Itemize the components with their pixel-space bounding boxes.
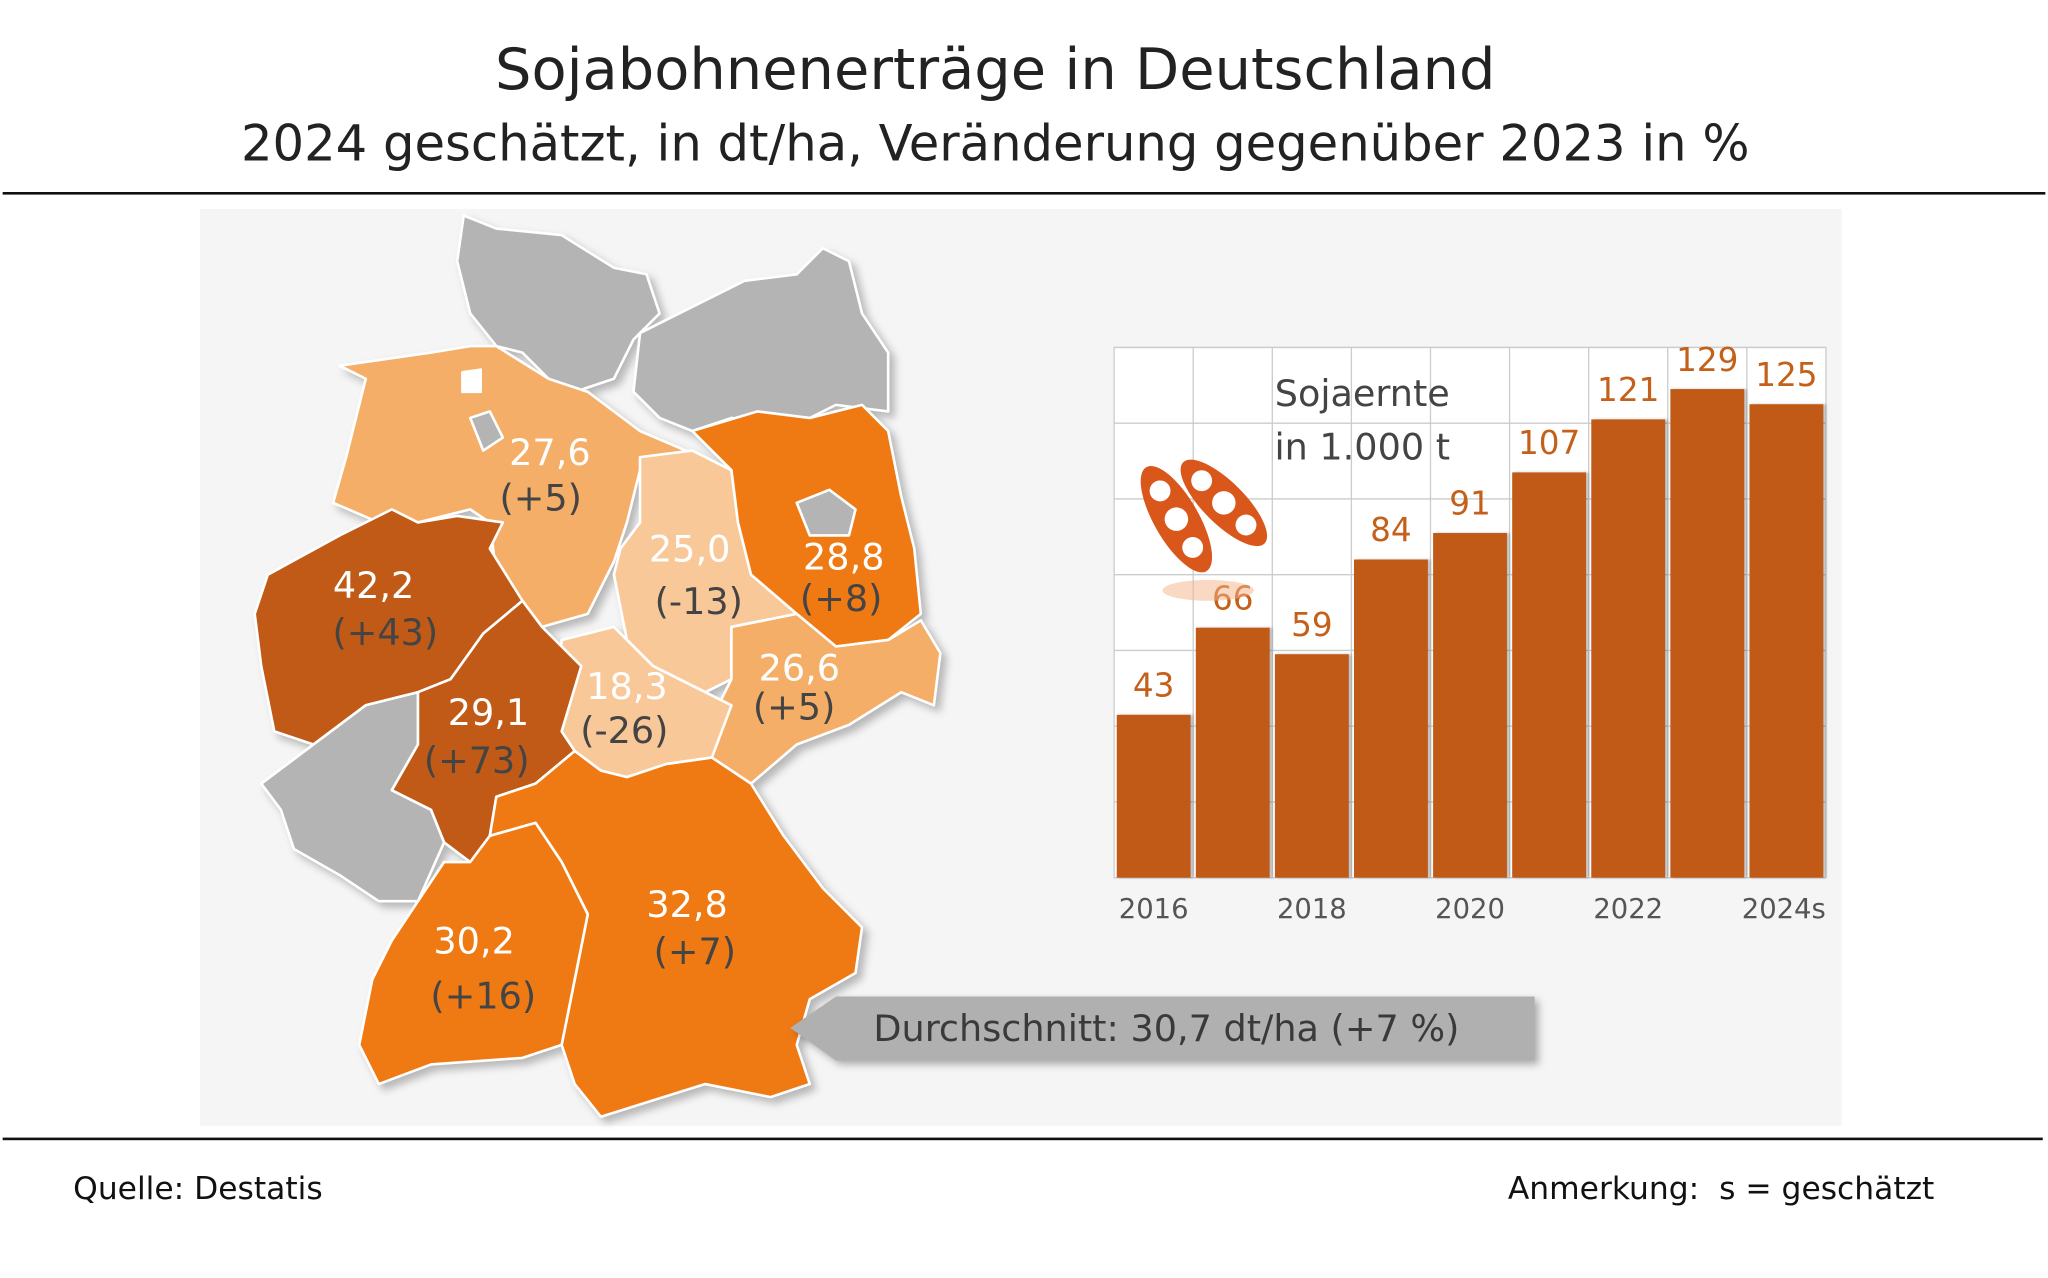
x-tick-label: 2016 (1119, 894, 1189, 925)
region-change-label: (-13) (655, 580, 743, 623)
bar-2017 (1195, 627, 1270, 878)
region-change-label: (+8) (800, 577, 882, 620)
region-niedersachsen (331, 344, 688, 629)
germany-map (253, 214, 942, 1119)
bar-value-label: 84 (1370, 511, 1412, 549)
bar-2023 (1670, 389, 1745, 878)
region-yield-label: 18,3 (586, 665, 667, 708)
region-yield-label: 28,8 (803, 535, 884, 578)
bar-2024s (1749, 404, 1824, 878)
x-tick-label: 2018 (1277, 894, 1347, 925)
bar-2018 (1274, 654, 1349, 878)
region-mecklenburg-vorpommern (632, 246, 890, 433)
bar-value-label: 91 (1449, 485, 1491, 523)
bar-value-label: 121 (1597, 371, 1659, 409)
region-yield-label: 26,6 (759, 646, 840, 689)
region-yield-label: 25,0 (649, 528, 730, 571)
x-tick-label: 2024s (1742, 894, 1826, 925)
bar-chart-unit: in 1.000 t (1274, 426, 1450, 469)
region-hamburg (468, 410, 505, 452)
region-change-label: (-26) (580, 709, 668, 752)
top-divider (2, 191, 2046, 195)
region-schleswig-holstein (455, 214, 661, 394)
bar-value-label: 125 (1755, 356, 1817, 394)
bar-2021 (1512, 472, 1587, 878)
region-yield-label: 29,1 (448, 691, 529, 734)
bar-2019 (1354, 559, 1428, 878)
region-bremen (461, 368, 482, 394)
average-callout-box (790, 996, 1535, 1061)
region-change-label: (+43) (332, 611, 438, 654)
bottom-divider (2, 1137, 2043, 1141)
region-change-label: (+7) (654, 930, 736, 973)
average-label: Durchschnitt: 30,7 dt/ha (+7 %) (873, 1007, 1459, 1050)
region-change-label: (+5) (500, 477, 582, 520)
region-change-label: (+5) (753, 686, 835, 729)
bar-2016 (1116, 714, 1191, 878)
source-note: Quelle: Destatis (73, 1171, 323, 1207)
region-yield-label: 27,6 (509, 431, 590, 474)
x-tick-label: 2020 (1435, 894, 1505, 925)
chart-subtitle: 2024 geschätzt, in dt/ha, Veränderung ge… (241, 115, 1750, 173)
bar-value-label: 59 (1291, 606, 1333, 644)
map-labels: 27,6(+5)25,0(-13)28,8(+8)42,2(+43)29,1(+… (332, 431, 884, 1017)
region-yield-label: 30,2 (433, 919, 514, 962)
region-yield-label: 32,8 (646, 883, 727, 926)
region-change-label: (+16) (430, 974, 536, 1017)
soybean-icon (1140, 459, 1268, 601)
bar-2022 (1591, 419, 1666, 878)
bar-value-label: 129 (1676, 341, 1738, 379)
bar-2020 (1433, 533, 1507, 878)
bar-chart: 4366598491107121129125201620182020202220… (1113, 341, 1827, 925)
region-berlin (795, 488, 857, 537)
region-change-label: (+73) (424, 739, 530, 782)
average-callout: Durchschnitt: 30,7 dt/ha (+7 %) (790, 996, 1535, 1061)
x-tick-label: 2022 (1593, 894, 1663, 925)
bar-chart-title: Sojaernte (1275, 372, 1450, 415)
bar-value-label: 43 (1133, 667, 1175, 705)
chart-title: Sojabohnenerträge in Deutschland (495, 36, 1496, 103)
bar-value-label: 107 (1518, 424, 1580, 462)
region-yield-label: 42,2 (333, 564, 414, 607)
region-baden-wuerttemberg (357, 821, 590, 1086)
footnote: Anmerkung: s = geschätzt (1508, 1171, 1934, 1207)
